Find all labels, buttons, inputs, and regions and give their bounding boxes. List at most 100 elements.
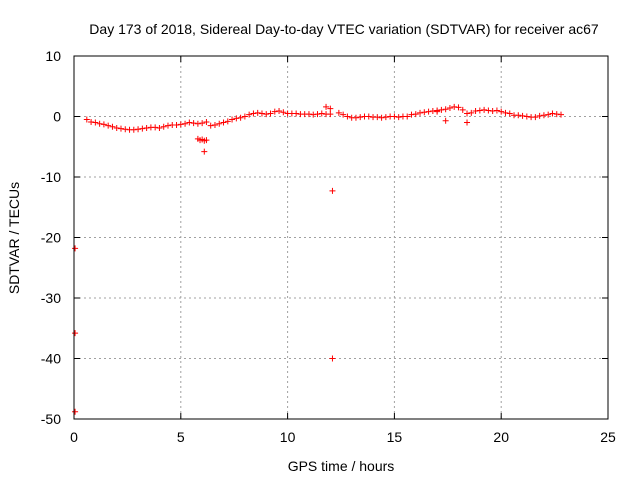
data-point <box>532 114 539 121</box>
data-point <box>417 109 424 116</box>
data-point <box>472 108 479 115</box>
plot-frame <box>73 55 609 420</box>
data-point <box>143 124 150 131</box>
data-point <box>233 115 240 122</box>
data-point <box>536 112 543 119</box>
data-point <box>429 108 436 115</box>
data-point <box>374 114 381 121</box>
data-point <box>327 111 334 118</box>
data-point <box>395 114 402 121</box>
y-tick-label: -30 <box>41 290 61 306</box>
x-tick-label: 15 <box>387 429 403 445</box>
data-point <box>438 106 445 113</box>
data-point <box>190 120 197 127</box>
data-point <box>105 122 112 129</box>
data-point <box>434 108 441 115</box>
data-point <box>464 119 471 126</box>
data-point <box>72 245 79 252</box>
data-point <box>250 110 257 117</box>
data-point <box>314 111 321 118</box>
data-point <box>391 113 398 120</box>
data-point <box>442 117 449 124</box>
data-point <box>352 114 359 121</box>
data-point <box>493 107 500 114</box>
data-point <box>224 118 231 125</box>
data-point <box>177 121 184 128</box>
data-point <box>476 107 483 114</box>
data-point <box>186 119 193 126</box>
data-point <box>549 110 556 117</box>
data-point <box>489 108 496 115</box>
data-point <box>113 124 120 131</box>
grid-lines <box>74 56 608 419</box>
data-point <box>96 120 103 127</box>
data-point <box>72 408 79 415</box>
x-axis-label: GPS time / hours <box>288 458 395 474</box>
data-point <box>446 105 453 112</box>
x-tick-label: 10 <box>280 429 296 445</box>
data-point <box>540 112 547 119</box>
data-point <box>263 111 270 118</box>
data-point <box>201 148 208 155</box>
data-point <box>327 105 334 112</box>
data-point <box>421 109 428 116</box>
data-point <box>220 119 227 126</box>
y-tick-label: -50 <box>41 411 61 427</box>
x-tick-labels: 0 5 10 15 20 25 <box>70 429 616 445</box>
data-point <box>211 121 218 128</box>
data-point <box>117 125 124 132</box>
data-point <box>216 120 223 127</box>
data-point <box>323 103 330 110</box>
data-point <box>109 123 116 130</box>
data-point <box>515 112 522 119</box>
data-point <box>378 114 385 121</box>
data-point <box>340 111 347 118</box>
data-point <box>293 110 300 117</box>
data-point <box>83 116 90 123</box>
data-point <box>412 111 419 118</box>
data-point <box>254 109 261 116</box>
data-point <box>408 111 415 118</box>
y-tick-labels: -50 -40 -30 -20 -10 0 10 <box>41 48 61 427</box>
data-point <box>135 126 142 133</box>
data-point <box>357 114 364 121</box>
data-point <box>329 187 336 194</box>
data-point <box>464 110 471 117</box>
data-point <box>329 355 336 362</box>
data-point <box>335 109 342 116</box>
x-tick-label: 20 <box>493 429 509 445</box>
data-point <box>258 110 265 117</box>
data-point <box>203 137 210 144</box>
data-point <box>229 116 236 123</box>
data-point <box>160 123 167 130</box>
data-point <box>280 109 287 116</box>
y-tick-label: -10 <box>41 169 61 185</box>
data-point <box>203 118 210 125</box>
data-point <box>267 110 274 117</box>
x-tick-label: 25 <box>600 429 616 445</box>
data-point <box>365 113 372 120</box>
y-tick-label: 0 <box>53 109 61 125</box>
y-axis-label: SDTVAR / TECUs <box>6 182 22 294</box>
data-point <box>92 119 99 126</box>
data-point <box>130 126 137 133</box>
data-point <box>182 120 189 127</box>
data-point <box>502 109 509 116</box>
data-point <box>271 108 278 115</box>
data-point <box>442 106 449 113</box>
data-point <box>425 108 432 115</box>
data-point <box>459 106 466 113</box>
data-point <box>498 108 505 115</box>
data-point <box>207 122 214 129</box>
data-point <box>194 120 201 127</box>
data-point <box>276 108 283 115</box>
data-point <box>310 111 317 118</box>
data-point <box>241 113 248 120</box>
data-point <box>382 114 389 121</box>
y-tick-label: 10 <box>45 48 61 64</box>
data-point <box>558 111 565 118</box>
x-tick-label: 0 <box>70 429 78 445</box>
data-point <box>152 124 159 131</box>
data-point <box>455 104 462 111</box>
data-point <box>246 111 253 118</box>
